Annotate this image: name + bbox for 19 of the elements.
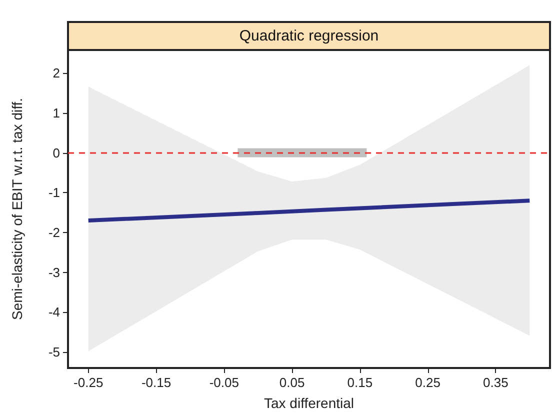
x-tick-label: -0.15 [141, 375, 172, 390]
y-tick-label: 1 [52, 105, 60, 120]
line-series [86, 198, 532, 223]
y-tick-label: -2 [48, 225, 60, 240]
x-axis-title: Tax differential [264, 395, 354, 411]
x-tick-label: 0.05 [279, 375, 305, 390]
x-tick-label: -0.05 [209, 375, 239, 390]
x-tick-label: 0.15 [347, 375, 373, 390]
x-tick-label: 0.35 [483, 375, 508, 390]
chart-title: Quadratic regression [239, 28, 379, 44]
y-axis-title: Semi-elasticity of EBIT w.r.t. tax diff. [9, 98, 25, 320]
y-tick-label: -3 [48, 264, 60, 280]
y-tick-label: 2 [52, 66, 60, 81]
y-tick-label: -4 [48, 304, 60, 320]
y-tick-label: -5 [48, 344, 60, 360]
y-tick-label: -1 [48, 185, 60, 200]
x-tick-label: 0.25 [415, 375, 440, 390]
y-tick-label: 0 [52, 145, 60, 160]
x-tick-label: -0.25 [74, 375, 104, 390]
